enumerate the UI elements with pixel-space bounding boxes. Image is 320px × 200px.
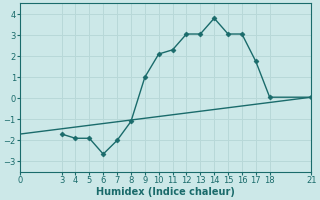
X-axis label: Humidex (Indice chaleur): Humidex (Indice chaleur) (96, 187, 235, 197)
